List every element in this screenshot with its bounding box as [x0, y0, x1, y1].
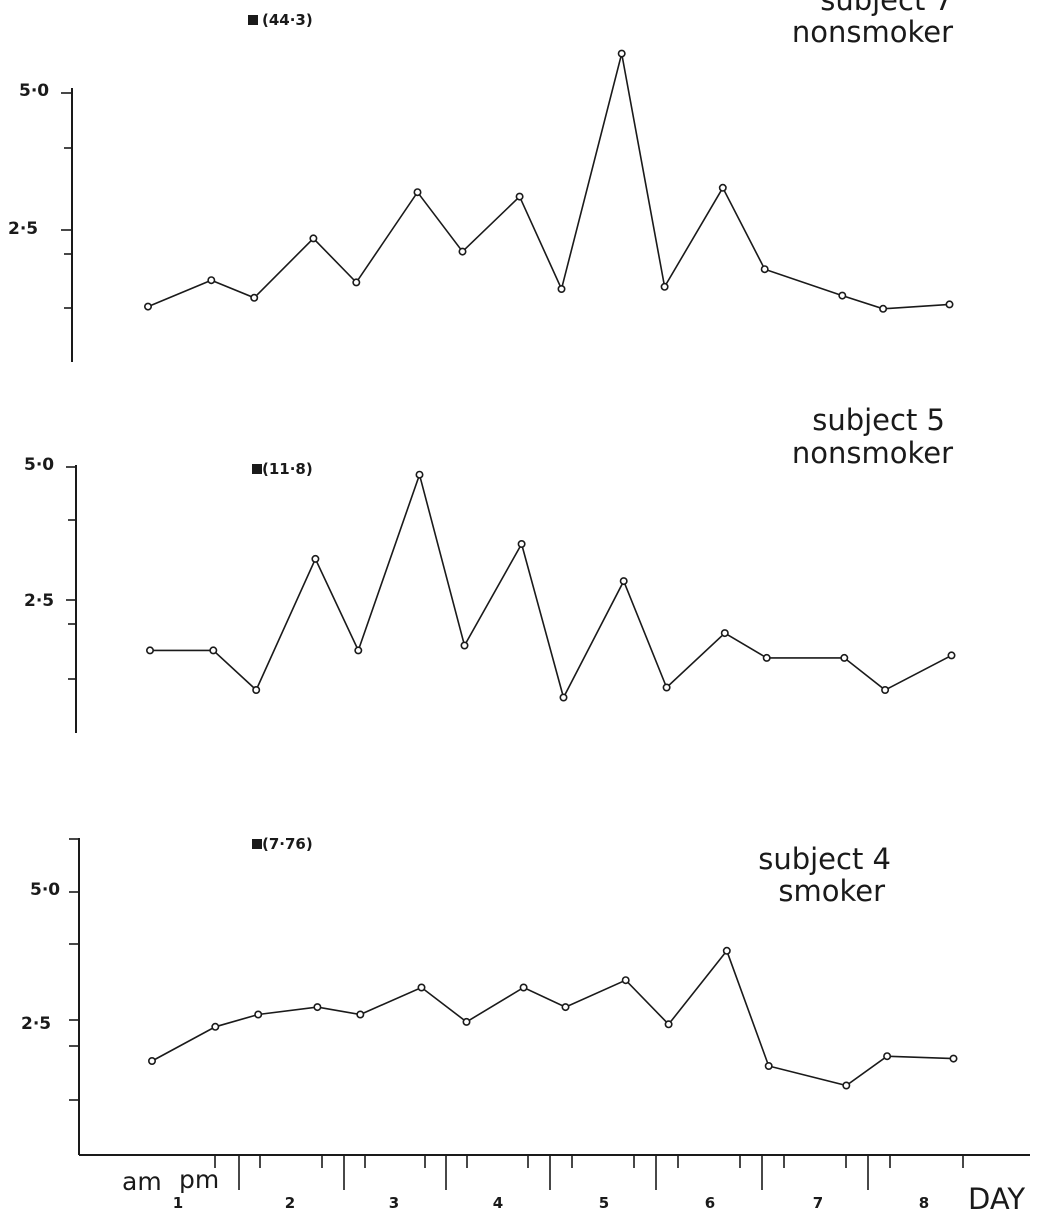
- data-point: [519, 983, 528, 992]
- peak-marker: [252, 464, 262, 474]
- data-point: [517, 539, 526, 548]
- data-point: [883, 1052, 892, 1061]
- data-point: [762, 653, 771, 662]
- data-point: [211, 1022, 220, 1031]
- series-line: [151, 949, 954, 1087]
- data-point: [148, 1057, 157, 1066]
- data-point: [838, 291, 847, 300]
- data-point: [254, 1010, 263, 1019]
- data-point: [720, 629, 729, 638]
- series-line: [150, 471, 952, 700]
- peak-marker: [252, 839, 262, 849]
- data-point: [144, 302, 153, 311]
- data-point: [250, 293, 259, 302]
- y-tick-label: 2·5: [8, 219, 38, 239]
- day-label: 6: [705, 1194, 715, 1212]
- day-label: 7: [813, 1194, 823, 1212]
- subject-title: subject 4: [758, 842, 891, 876]
- peak-annotation: (44·3): [262, 11, 313, 29]
- series-line: [147, 53, 950, 310]
- data-point: [311, 554, 320, 563]
- series-layer: [144, 49, 958, 1090]
- day-label: 2: [285, 1194, 295, 1212]
- am-label: am: [122, 1167, 162, 1196]
- data-point: [207, 276, 216, 285]
- data-point: [949, 1054, 958, 1063]
- data-point: [660, 282, 669, 291]
- y-tick-label: 5·0: [30, 880, 60, 900]
- subject-status: nonsmoker: [792, 436, 953, 470]
- subject-status: nonsmoker: [792, 15, 953, 49]
- pm-label: pm: [179, 1165, 219, 1194]
- peak-annotation: (11·8): [262, 460, 313, 478]
- day-label: 5: [599, 1194, 609, 1212]
- subject-status: smoker: [778, 874, 885, 908]
- data-point: [352, 278, 361, 287]
- data-point: [945, 300, 954, 309]
- day-label: 1: [173, 1194, 183, 1212]
- panel-subject-7: 5·0 2·5 (44·3) subject 7 nonsmoker: [8, 0, 953, 362]
- x-axis-title: DAY: [968, 1182, 1025, 1216]
- data-point: [619, 577, 628, 586]
- data-point: [313, 1003, 322, 1012]
- data-point: [722, 946, 731, 955]
- subject-title: subject 5: [812, 403, 945, 437]
- data-point: [879, 304, 888, 313]
- data-point: [842, 1081, 851, 1090]
- data-point: [356, 1010, 365, 1019]
- data-point: [760, 265, 769, 274]
- data-point: [718, 183, 727, 192]
- data-point: [881, 685, 890, 694]
- data-point: [458, 247, 467, 256]
- peak-marker: [248, 15, 258, 25]
- data-point: [354, 646, 363, 655]
- day-label: 4: [493, 1194, 503, 1212]
- data-point: [413, 188, 422, 197]
- panel-subject-4: 5·0 2·5 (7·76) subject 4 smoker: [21, 835, 891, 1155]
- data-point: [417, 983, 426, 992]
- data-point: [462, 1017, 471, 1026]
- y-tick-label: 2·5: [24, 591, 54, 611]
- data-point: [840, 653, 849, 662]
- data-point: [209, 646, 218, 655]
- data-point: [559, 693, 568, 702]
- subject-title: subject 7: [820, 0, 953, 17]
- x-axis: am pm 1 2 3 4 5 6 7 8 DAY: [79, 1154, 1030, 1216]
- peak-annotation: (7·76): [262, 835, 313, 853]
- panel-subject-5: 5·0 2·5 (11·8) subject 5 nonsmoker: [24, 403, 953, 733]
- data-point: [617, 49, 626, 58]
- data-point: [557, 284, 566, 293]
- y-tick-label: 5·0: [19, 81, 49, 101]
- data-point: [415, 470, 424, 479]
- data-point: [662, 683, 671, 692]
- y-tick-label: 2·5: [21, 1014, 51, 1034]
- data-point: [309, 234, 318, 243]
- day-label: 3: [389, 1194, 399, 1212]
- data-point: [764, 1062, 773, 1071]
- data-point: [664, 1020, 673, 1029]
- data-point: [515, 192, 524, 201]
- data-point: [146, 646, 155, 655]
- data-point: [621, 976, 630, 985]
- y-tick-label: 5·0: [24, 455, 54, 475]
- day-label: 8: [919, 1194, 929, 1212]
- data-point: [252, 685, 261, 694]
- data-point: [561, 1003, 570, 1012]
- data-point: [460, 641, 469, 650]
- data-point: [947, 651, 956, 660]
